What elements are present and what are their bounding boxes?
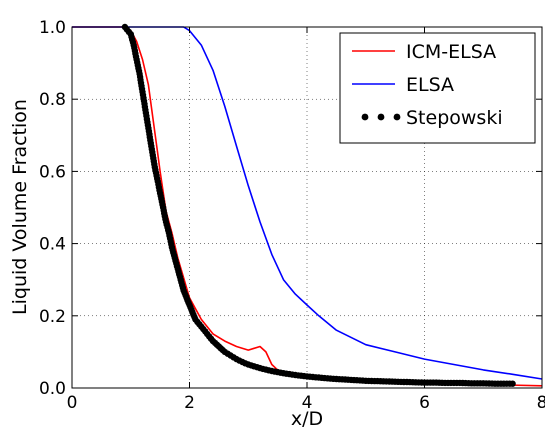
legend-marker-stepowski-2 [377,113,385,121]
y-tick-label: 0.8 [39,90,66,110]
legend-label-icm-elsa: ICM-ELSA [406,41,496,63]
y-tick-label: 0.0 [39,379,66,399]
legend: ICM-ELSA ELSA Stepowski [339,32,536,144]
series-line-elsa [72,26,543,380]
legend-label-stepowski: Stepowski [406,107,503,129]
x-axis-title: x/D [291,408,323,430]
y-axis-title: Liquid Volume Fraction [9,99,31,315]
y-tick-label: 0.2 [39,307,66,327]
legend-marker-stepowski-1 [361,113,369,121]
x-tick-label: 4 [302,393,313,413]
x-tick-label: 0 [67,393,78,413]
x-tick-label: 2 [184,393,195,413]
legend-label-elsa: ELSA [406,74,454,96]
series-points-stepowski [121,23,516,387]
x-tick-label: 6 [419,393,430,413]
axis-ticks: 0 2 4 6 8 0.0 0.2 0.4 0.6 0.8 1.0 [39,18,545,413]
series-layer [72,23,543,387]
data-point [509,380,516,387]
y-tick-label: 1.0 [39,18,66,38]
y-tick-label: 0.4 [39,235,66,255]
y-tick-label: 0.6 [39,162,66,182]
legend-marker-stepowski-3 [393,113,401,121]
x-tick-label: 8 [537,393,545,413]
